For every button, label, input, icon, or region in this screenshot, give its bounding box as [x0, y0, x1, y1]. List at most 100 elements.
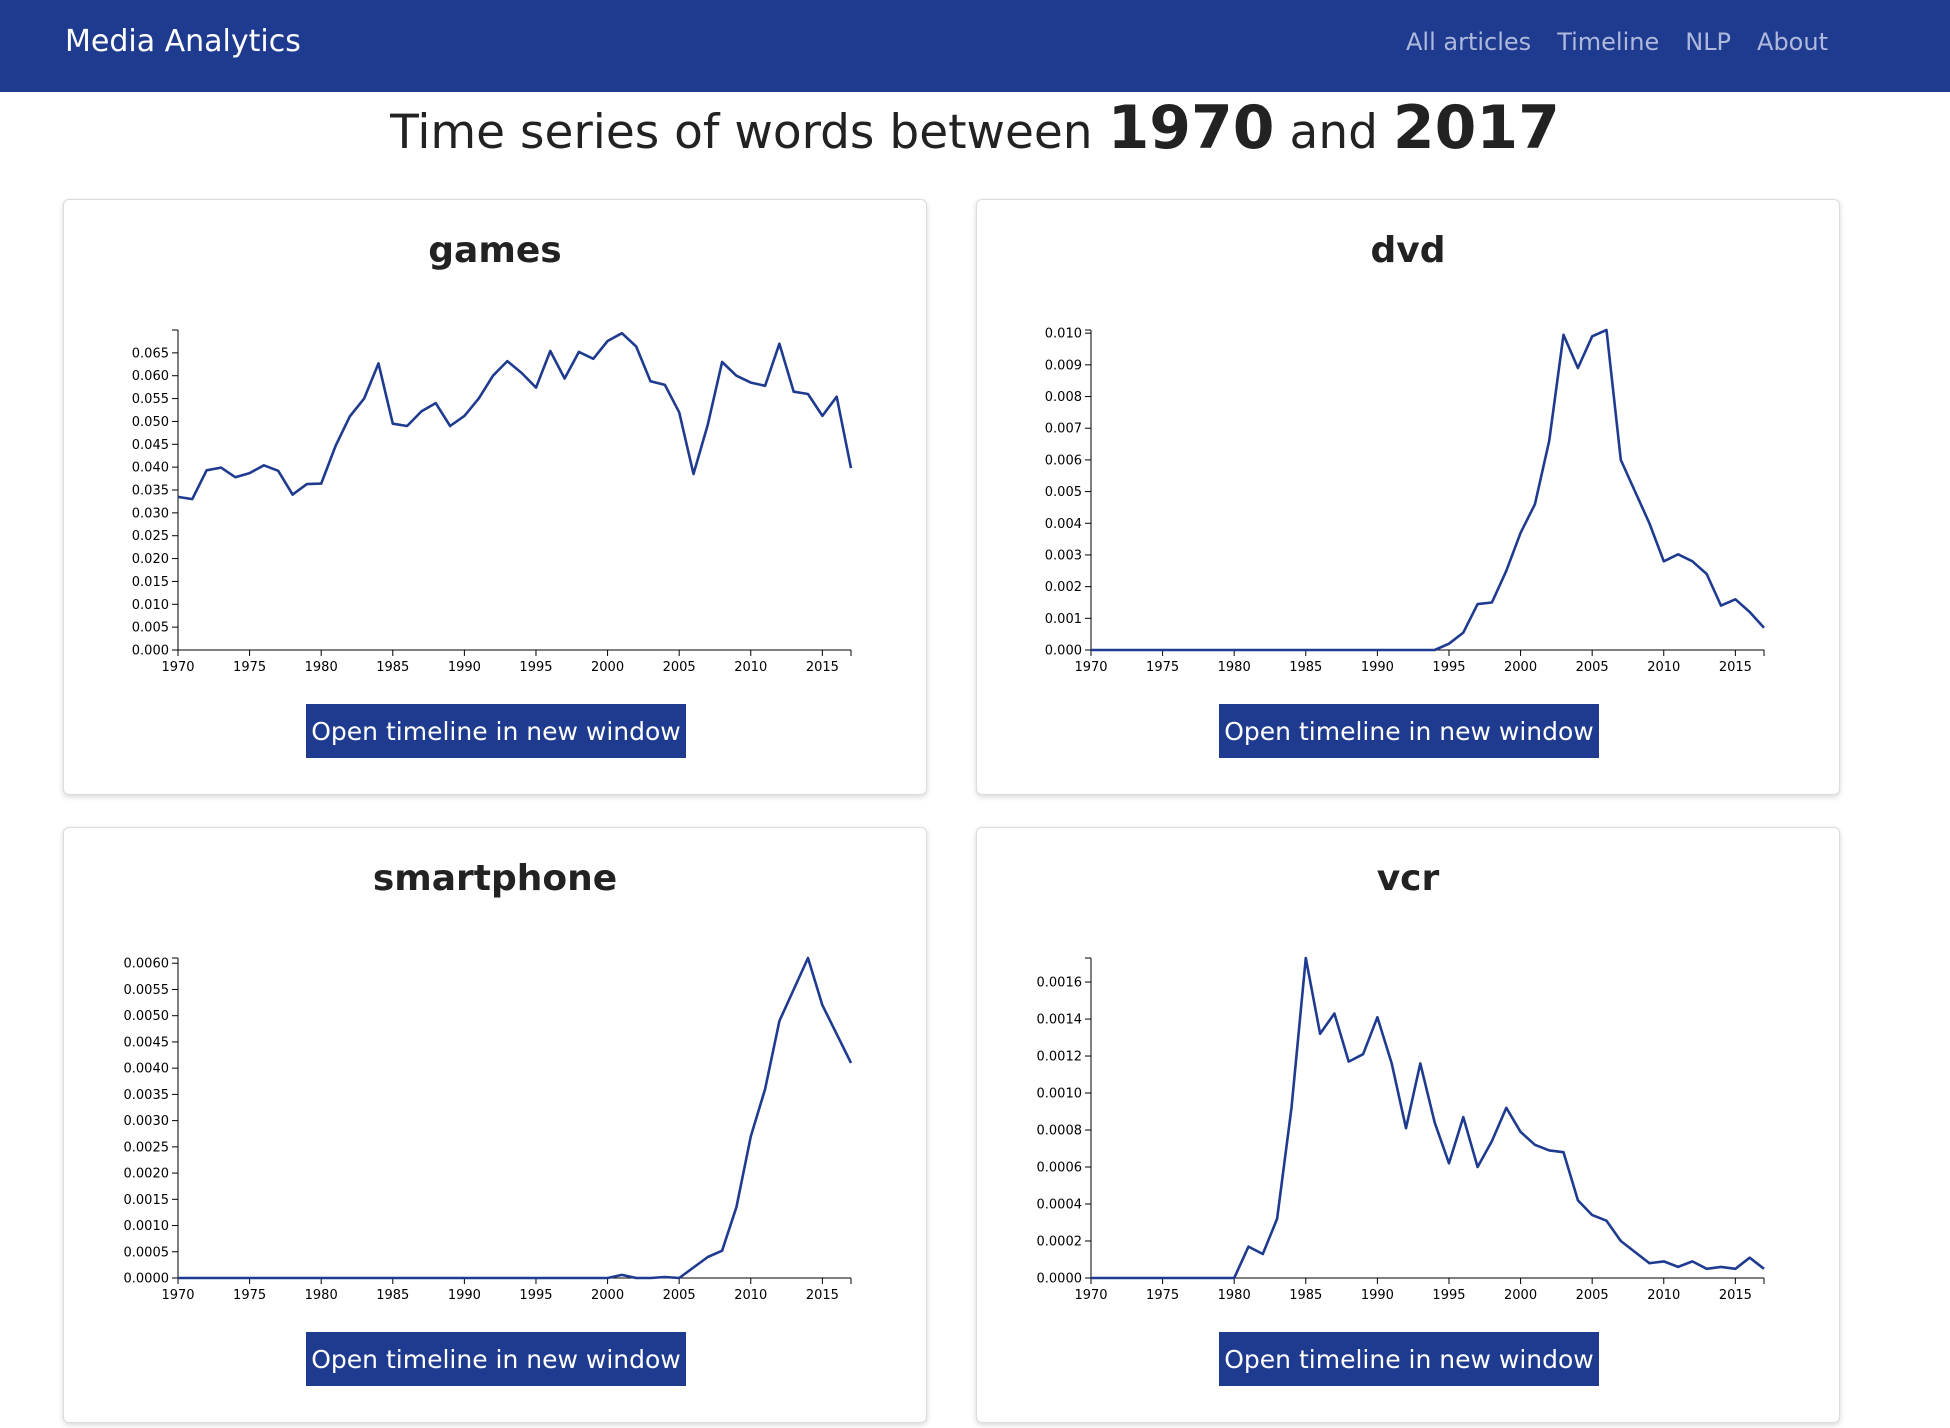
open-timeline-button[interactable]: Open timeline in new window [1219, 704, 1599, 758]
line-chart-games: 0.000 0.005 0.010 0.015 0.020 0.025 0.030 0.035… [132, 329, 853, 675]
x-tick-label: 1975 [1146, 1288, 1179, 1303]
series-line [177, 331, 853, 501]
chart-card-dvd: dvd 0.000 0.001 0.002 0.003 0.004 0.005 0.006 0… [976, 199, 1840, 795]
x-tick-label: 1970 [161, 660, 194, 675]
chart-card-vcr: vcr 0.0000 0.0002 0.0004 0.0006 0.0008 0.0010… [976, 827, 1840, 1423]
card-title: dvd [1370, 230, 1446, 271]
nav-link-timeline[interactable]: Timeline [1557, 28, 1660, 56]
y-tick-label: 0.003 [1045, 548, 1082, 563]
y-tick-label: 0.002 [1045, 580, 1082, 595]
y-tick-label: 0.0006 [1037, 1161, 1083, 1176]
title-prefix: Time series of words between [390, 105, 1093, 160]
x-tick-label: 2000 [591, 1288, 624, 1303]
y-tick-label: 0.025 [132, 529, 169, 544]
y-tick-label: 0.0045 [124, 1035, 170, 1050]
y-tick-label: 0.0000 [124, 1272, 170, 1287]
chart-card-smartphone: smartphone 0.0000 0.0005 0.0010 0.0015 0.002… [63, 827, 927, 1423]
y-tick-label: 0.0000 [1037, 1272, 1083, 1287]
page-title: Time series of words between 1970 and 20… [0, 92, 1950, 164]
nav-link-all-articles[interactable]: All articles [1406, 28, 1532, 56]
y-tick-label: 0.0035 [124, 1088, 170, 1103]
x-tick-label: 1975 [233, 1288, 266, 1303]
navbar: Media Analytics All articles Timeline NL… [0, 0, 1950, 92]
y-tick-label: 0.0010 [124, 1219, 170, 1234]
x-tick-label: 2010 [1647, 660, 1680, 675]
series-line [1091, 956, 1765, 1280]
x-tick-label: 1985 [1289, 1288, 1322, 1303]
x-tick-label: 2015 [1719, 660, 1752, 675]
y-tick-label: 0.005 [1045, 485, 1082, 500]
series-line [178, 956, 853, 1280]
x-tick-label: 2005 [1576, 660, 1609, 675]
title-end-year: 2017 [1392, 93, 1560, 163]
y-tick-label: 0.0004 [1037, 1198, 1083, 1213]
x-tick-label: 1985 [376, 660, 409, 675]
y-tick-label: 0.030 [132, 506, 169, 521]
y-tick-label: 0.0016 [1037, 976, 1083, 991]
y-tick-label: 0.000 [1045, 644, 1082, 659]
y-tick-label: 0.0014 [1037, 1013, 1083, 1028]
y-tick-label: 0.0005 [124, 1245, 170, 1260]
y-tick-label: 0.045 [132, 438, 169, 453]
line-chart-smartphone: 0.0000 0.0005 0.0010 0.0015 0.0020 0.0025 0.00… [124, 956, 853, 1303]
x-tick-label: 1970 [1074, 660, 1107, 675]
x-tick-label: 1990 [1361, 1288, 1394, 1303]
y-tick-label: 0.0012 [1037, 1050, 1083, 1065]
open-timeline-button[interactable]: Open timeline in new window [1219, 1332, 1599, 1386]
x-tick-label: 1985 [1289, 660, 1322, 675]
y-tick-label: 0.007 [1045, 422, 1082, 437]
chart-card-games: games 0.000 0.005 0.010 0.015 0.020 0.025 0.03… [63, 199, 927, 795]
x-tick-label: 2010 [1647, 1288, 1680, 1303]
y-tick-label: 0.005 [132, 621, 169, 636]
x-tick-label: 2005 [1576, 1288, 1609, 1303]
x-tick-label: 2000 [591, 660, 624, 675]
y-tick-label: 0.055 [132, 392, 169, 407]
open-timeline-button[interactable]: Open timeline in new window [306, 704, 686, 758]
y-tick-label: 0.000 [132, 644, 169, 659]
line-chart-vcr: 0.0000 0.0002 0.0004 0.0006 0.0008 0.0010 0.00… [1037, 956, 1765, 1303]
x-tick-label: 1980 [1218, 1288, 1251, 1303]
brand-link[interactable]: Media Analytics [65, 24, 301, 59]
y-tick-label: 0.010 [132, 598, 169, 613]
x-tick-label: 1970 [161, 1288, 194, 1303]
x-tick-label: 1995 [1432, 1288, 1465, 1303]
y-tick-label: 0.035 [132, 484, 169, 499]
card-title: vcr [1376, 858, 1440, 899]
title-and: and [1289, 105, 1378, 160]
x-tick-label: 1990 [1361, 660, 1394, 675]
x-tick-label: 2010 [734, 1288, 767, 1303]
x-tick-label: 2015 [806, 660, 839, 675]
x-tick-label: 1985 [376, 1288, 409, 1303]
y-tick-label: 0.0060 [124, 957, 170, 972]
x-tick-label: 1995 [519, 660, 552, 675]
title-start-year: 1970 [1107, 93, 1275, 163]
x-tick-label: 2005 [663, 660, 696, 675]
series-line [1091, 328, 1765, 652]
y-tick-label: 0.0008 [1037, 1124, 1083, 1139]
y-tick-label: 0.0002 [1037, 1235, 1083, 1250]
x-tick-label: 1970 [1074, 1288, 1107, 1303]
x-tick-label: 2005 [663, 1288, 696, 1303]
y-tick-label: 0.004 [1045, 517, 1082, 532]
nav-link-nlp[interactable]: NLP [1685, 28, 1732, 56]
x-tick-label: 1975 [1146, 660, 1179, 675]
x-tick-label: 1995 [1432, 660, 1465, 675]
card-title: smartphone [372, 858, 618, 899]
nav-links: All articles Timeline NLP About [1406, 28, 1828, 56]
x-tick-label: 1995 [519, 1288, 552, 1303]
x-tick-label: 1990 [448, 1288, 481, 1303]
y-tick-label: 0.060 [132, 369, 169, 384]
y-tick-label: 0.065 [132, 346, 169, 361]
x-tick-label: 2000 [1504, 660, 1537, 675]
line-chart-dvd: 0.000 0.001 0.002 0.003 0.004 0.005 0.006 0.007… [1045, 327, 1765, 675]
y-tick-label: 0.0055 [124, 983, 170, 998]
card-title: games [428, 230, 562, 271]
y-tick-label: 0.020 [132, 552, 169, 567]
nav-link-about[interactable]: About [1757, 28, 1828, 56]
x-tick-label: 1980 [305, 1288, 338, 1303]
open-timeline-button[interactable]: Open timeline in new window [306, 1332, 686, 1386]
x-tick-label: 1980 [1218, 660, 1251, 675]
y-tick-label: 0.0025 [124, 1140, 170, 1155]
y-tick-label: 0.008 [1045, 390, 1082, 405]
x-tick-label: 2015 [1719, 1288, 1752, 1303]
